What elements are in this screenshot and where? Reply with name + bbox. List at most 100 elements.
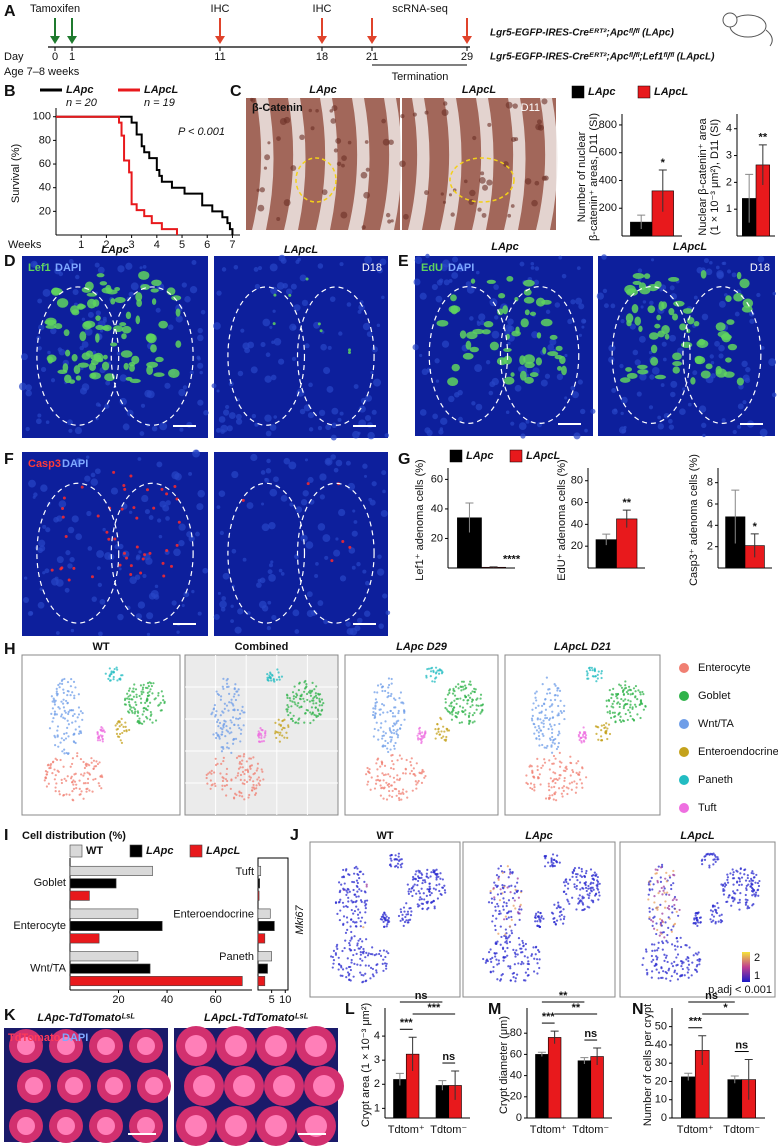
- cell-point: [557, 787, 561, 790]
- cell-point: [573, 780, 576, 783]
- cell-point: [386, 923, 389, 926]
- cell-point: [571, 896, 574, 899]
- cell-point: [552, 738, 556, 741]
- signal: [498, 293, 506, 299]
- cell-point: [362, 947, 365, 951]
- cell-point: [376, 768, 379, 771]
- cell-point: [653, 949, 657, 952]
- cell-point: [497, 875, 501, 878]
- cell-point: [663, 953, 666, 956]
- cell-point: [520, 960, 524, 964]
- cell-point: [315, 685, 318, 688]
- crypt-core: [17, 1117, 35, 1135]
- cell-point: [513, 963, 516, 966]
- nucleus-texture: [335, 459, 343, 467]
- nucleus-texture: [102, 316, 107, 321]
- nucleus-texture: [322, 534, 331, 542]
- cell-point: [318, 699, 321, 702]
- cell-point: [548, 788, 551, 792]
- signal: [717, 331, 729, 338]
- cell-point: [677, 914, 680, 917]
- cell-point: [353, 935, 356, 938]
- cell-point: [750, 882, 753, 885]
- cell-point: [264, 730, 267, 733]
- nucleus-texture: [701, 313, 709, 321]
- nucleus-texture: [299, 274, 307, 282]
- cell-point: [562, 922, 565, 925]
- cell-point: [389, 857, 392, 860]
- cell-point: [67, 690, 70, 693]
- nucleus-texture: [278, 358, 285, 365]
- cell-point: [387, 785, 391, 788]
- cell-point: [65, 731, 68, 735]
- nucleus-texture: [174, 473, 182, 481]
- nucleus-texture: [165, 516, 170, 521]
- cell-point: [386, 921, 390, 924]
- cell-point: [294, 703, 297, 706]
- cell-point: [469, 680, 472, 683]
- cell-point: [366, 783, 369, 786]
- cell-point: [371, 713, 375, 717]
- nucleus-texture: [129, 576, 137, 584]
- nucleus-texture: [278, 568, 283, 573]
- cell-point: [206, 782, 209, 785]
- y-axis-label: Crypt area (1 × 10⁻³ μm²): [360, 1003, 372, 1127]
- cell-texture: [382, 138, 390, 146]
- cell-point: [587, 677, 590, 680]
- cell-point: [437, 875, 440, 878]
- cell-point: [657, 941, 660, 944]
- signal: [165, 492, 169, 496]
- nucleus-texture: [216, 505, 221, 510]
- cell-point: [720, 920, 724, 923]
- cell-point: [60, 713, 63, 716]
- nucleus-texture: [475, 270, 480, 275]
- cell-point: [439, 892, 442, 896]
- bar: [257, 865, 262, 876]
- legend-label: Paneth: [698, 774, 733, 786]
- cell-point: [119, 739, 122, 742]
- x-tick-label: 6: [204, 239, 210, 251]
- cell-point: [444, 739, 447, 742]
- cell-point: [393, 706, 396, 709]
- cell-point: [594, 675, 597, 678]
- cell-point: [397, 852, 400, 855]
- cell-point: [653, 943, 656, 946]
- cell-point: [299, 698, 302, 701]
- cell-point: [429, 675, 432, 678]
- nucleus-texture: [197, 489, 206, 498]
- cell-point: [548, 718, 551, 722]
- cell-point: [606, 711, 609, 714]
- cell-point: [738, 880, 741, 883]
- cell-point: [134, 701, 137, 704]
- cell-point: [382, 745, 385, 748]
- cell-point: [400, 757, 403, 760]
- cell-point: [228, 692, 231, 695]
- cell-point: [241, 770, 245, 773]
- cell-point: [428, 882, 431, 885]
- nucleus-texture: [242, 557, 247, 562]
- cell-point: [612, 687, 615, 690]
- cell-point: [104, 672, 107, 675]
- signal: [47, 356, 53, 364]
- signal: [139, 571, 143, 575]
- cell-point: [744, 879, 748, 882]
- cell-point: [529, 786, 532, 790]
- cell-point: [551, 794, 554, 797]
- cell-point: [631, 717, 634, 721]
- cell-point: [336, 947, 339, 950]
- cell-point: [349, 965, 352, 969]
- nucleus-texture: [54, 576, 59, 581]
- cell-point: [461, 706, 465, 709]
- cell-point: [310, 706, 314, 709]
- cell-point: [549, 777, 552, 780]
- cell-point: [728, 894, 731, 897]
- cell-point: [58, 790, 61, 793]
- signal: [700, 370, 711, 379]
- nucleus-texture: [571, 391, 579, 399]
- cell-point: [543, 758, 546, 761]
- cell-texture: [360, 171, 368, 179]
- cell-point: [128, 687, 131, 690]
- signal: [341, 539, 345, 543]
- cell-point: [663, 936, 666, 939]
- cell-point: [391, 715, 395, 718]
